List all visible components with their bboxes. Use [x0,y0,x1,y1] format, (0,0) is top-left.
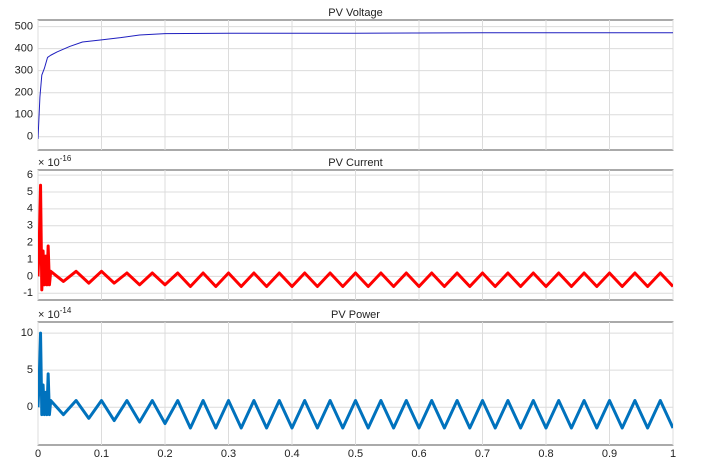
y-tick-label: 6 [27,169,33,181]
x-tick-label: 0.7 [475,448,490,460]
subplot: -1 0 1 2 3 4 5 6 PV Current × 10-16 [23,154,674,301]
exponent-label: × 10-16 [38,154,72,169]
y-tick-label: 300 [15,65,33,77]
x-tick-label: 1 [670,448,676,460]
x-tick-label: 0.4 [284,448,299,460]
subplot-title: PV Power [331,309,380,321]
y-tick-label: 500 [15,21,33,33]
x-tick-label: 0.1 [94,448,109,460]
x-tick-label: 0.2 [157,448,172,460]
exponent-base: × 10 [38,157,60,169]
exponent-label: × 10-14 [38,306,72,321]
x-tick-label: 0.8 [538,448,553,460]
y-tick-label: 100 [15,109,33,121]
y-tick-label: 4 [27,203,33,215]
y-tick-label: 1 [27,253,33,265]
exponent-power: -14 [60,306,72,315]
x-tick-label: 0.6 [411,448,426,460]
data-line [38,32,673,140]
y-tick-label: 10 [21,327,33,339]
y-tick-label: 400 [15,43,33,55]
y-tick-label: 0 [27,401,33,413]
y-tick-label: 0 [27,131,33,143]
data-line [38,183,673,292]
y-tick-label: 0 [27,270,33,282]
y-tick-label: 5 [27,364,33,376]
y-tick-label: 3 [27,220,33,232]
subplot-title: PV Voltage [328,7,382,19]
y-tick-label: 2 [27,237,33,249]
exponent-base: × 10 [38,309,60,321]
x-tick-label: 0 [35,448,41,460]
x-tick-label: 0.5 [348,448,363,460]
x-tick-label: 0.3 [221,448,236,460]
x-tick-label: 0.9 [602,448,617,460]
subplot: 0 100 200 300 400 500 PV Voltage [15,7,674,151]
exponent-power: -16 [60,154,72,163]
y-tick-label: 5 [27,186,33,198]
subplot-title: PV Current [328,157,382,169]
data-line [38,331,673,430]
y-tick-label: 200 [15,87,33,99]
y-tick-label: -1 [23,287,33,299]
